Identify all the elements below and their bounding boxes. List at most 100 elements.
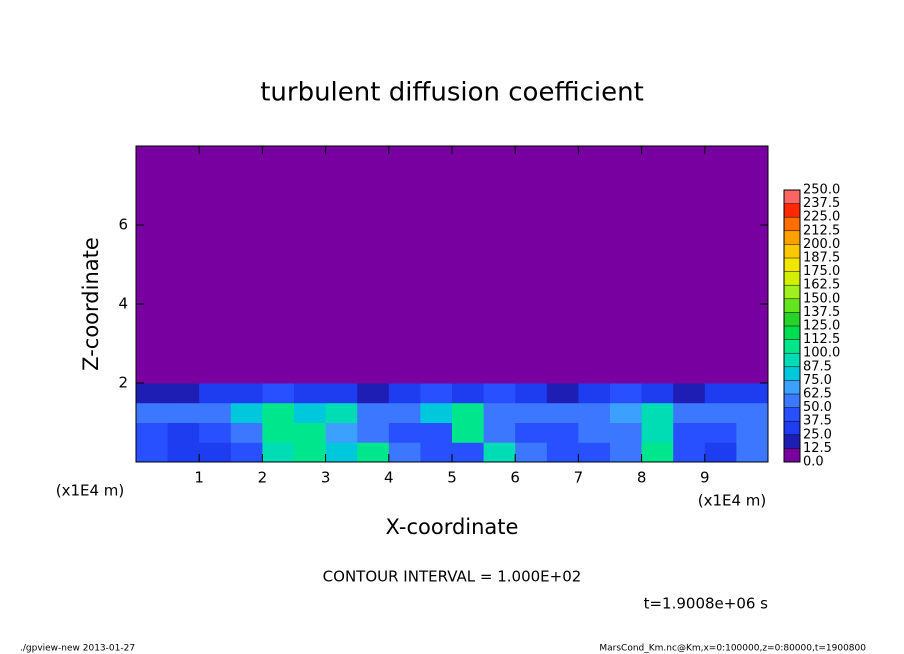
cell: [325, 165, 358, 186]
cell: [357, 323, 390, 344]
colorbar-band: [784, 326, 800, 340]
cell: [704, 402, 737, 423]
cell: [610, 225, 643, 246]
cell: [578, 205, 611, 226]
cell: [452, 343, 485, 364]
cell: [515, 146, 548, 167]
cell: [546, 244, 579, 265]
cell: [325, 363, 358, 384]
cell: [736, 442, 769, 463]
colorbar-label: 75.0: [803, 373, 832, 388]
cell: [578, 244, 611, 265]
cell: [199, 205, 232, 226]
cell: [610, 165, 643, 186]
cell: [546, 363, 579, 384]
cell: [704, 165, 737, 186]
cell: [578, 225, 611, 246]
cell: [546, 323, 579, 344]
cell: [230, 146, 263, 167]
cell: [452, 264, 485, 285]
cell: [515, 165, 548, 186]
cell: [230, 442, 263, 463]
colorbar-label: 87.5: [803, 359, 832, 374]
cell: [230, 363, 263, 384]
cell: [294, 323, 327, 344]
cell: [641, 323, 674, 344]
cell: [420, 165, 453, 186]
colorbar-label: 187.5: [803, 251, 840, 266]
cell: [136, 383, 169, 404]
cell: [136, 264, 169, 285]
cell: [167, 363, 200, 384]
cell: [388, 383, 421, 404]
cell: [325, 225, 358, 246]
cell: [262, 146, 295, 167]
cell: [325, 146, 358, 167]
cell: [294, 185, 327, 206]
cell: [704, 205, 737, 226]
colorbar-label: 125.0: [803, 319, 840, 334]
cell: [515, 264, 548, 285]
cell: [294, 264, 327, 285]
cell: [673, 284, 706, 305]
cell: [294, 422, 327, 443]
cell: [546, 284, 579, 305]
cell: [578, 146, 611, 167]
cell: [641, 422, 674, 443]
time-label: t=1.9008e+06 s: [644, 595, 769, 613]
cell: [199, 185, 232, 206]
cell: [167, 402, 200, 423]
cell: [673, 225, 706, 246]
cell: [230, 205, 263, 226]
colorbar-label: 37.5: [803, 414, 832, 429]
y-axis-label: Z-coordinate: [79, 237, 103, 371]
cell: [641, 343, 674, 364]
cell: [736, 264, 769, 285]
cell: [546, 402, 579, 423]
cell: [230, 165, 263, 186]
cell: [420, 205, 453, 226]
cell: [546, 185, 579, 206]
cell: [230, 185, 263, 206]
cell: [546, 383, 579, 404]
cell: [736, 304, 769, 325]
cell: [483, 244, 516, 265]
colorbar-label: 62.5: [803, 387, 832, 402]
cell: [294, 363, 327, 384]
cell: [483, 225, 516, 246]
cell: [262, 185, 295, 206]
cell: [357, 402, 390, 423]
cell: [673, 146, 706, 167]
y-tick-label: 4: [118, 295, 128, 313]
cell: [483, 146, 516, 167]
cell: [199, 343, 232, 364]
cell: [167, 244, 200, 265]
cell: [167, 225, 200, 246]
cell: [136, 363, 169, 384]
cell: [736, 363, 769, 384]
cell: [452, 205, 485, 226]
cell: [294, 383, 327, 404]
cell: [357, 363, 390, 384]
cell: [136, 205, 169, 226]
cell: [294, 225, 327, 246]
cell: [452, 185, 485, 206]
cell: [357, 442, 390, 463]
cell: [388, 165, 421, 186]
cell: [325, 383, 358, 404]
cell: [704, 363, 737, 384]
cell: [357, 205, 390, 226]
cell: [230, 343, 263, 364]
cell: [641, 383, 674, 404]
cell: [610, 284, 643, 305]
colorbar-band: [784, 258, 800, 272]
cell: [515, 383, 548, 404]
cell: [262, 244, 295, 265]
colorbar-band: [784, 271, 800, 286]
cell: [167, 442, 200, 463]
y-tick-label: 2: [118, 374, 128, 392]
cell: [294, 244, 327, 265]
cell: [167, 205, 200, 226]
cell: [704, 185, 737, 206]
cell: [704, 284, 737, 305]
